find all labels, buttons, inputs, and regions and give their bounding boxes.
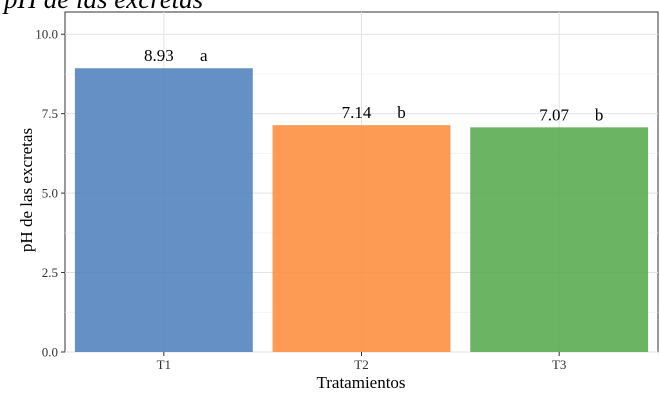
bar-t2 <box>272 125 451 353</box>
value-label-t1: 8.93 <box>144 46 174 65</box>
group-letter-t3: b <box>595 105 604 124</box>
y-axis: 0.0 2.5 5.0 7.5 10.0 <box>35 27 65 360</box>
value-label-t3: 7.07 <box>539 105 569 124</box>
y-tick-label: 10.0 <box>35 27 58 42</box>
value-label-t2: 7.14 <box>342 103 372 122</box>
bars <box>74 68 649 353</box>
bar-t3 <box>470 127 649 352</box>
group-letter-t2: b <box>397 103 406 122</box>
data-labels: 8.93 a 7.14 b 7.07 b <box>144 46 603 124</box>
group-letter-t1: a <box>200 46 208 65</box>
x-tick-label-t3: T3 <box>552 357 566 372</box>
y-axis-title: pH de las excretas <box>17 128 36 252</box>
x-tick-label-t2: T2 <box>354 357 368 372</box>
bar-t1 <box>74 68 253 353</box>
chart-title: pH de las excretas <box>2 0 203 14</box>
y-tick-label: 2.5 <box>42 265 58 280</box>
y-tick-label: 0.0 <box>42 345 58 360</box>
x-axis: T1 T2 T3 <box>157 352 566 372</box>
x-axis-title: Tratamientos <box>316 373 405 392</box>
x-tick-label-t1: T1 <box>157 357 171 372</box>
y-tick-label: 5.0 <box>42 186 58 201</box>
y-tick-label: 7.5 <box>42 106 58 121</box>
